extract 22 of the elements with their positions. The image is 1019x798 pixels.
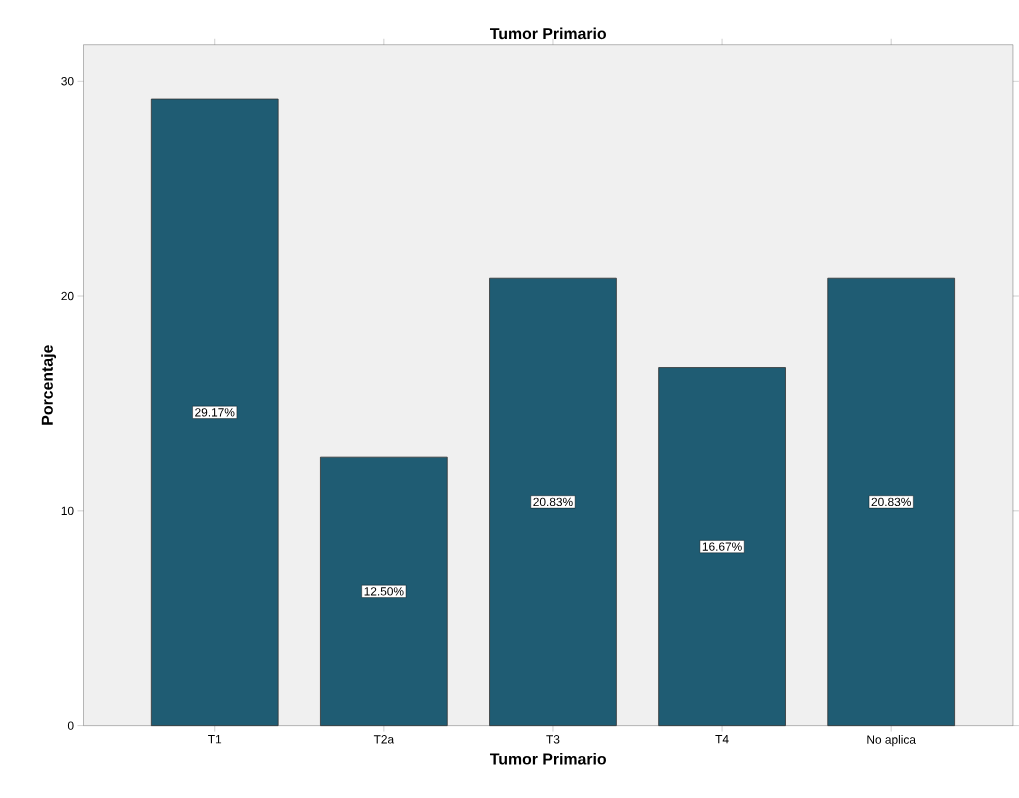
bar: [827, 277, 955, 726]
y-tick-label: 10: [61, 506, 74, 515]
y-tick-label: 30: [61, 76, 74, 86]
x-tick-label: T4: [715, 735, 729, 744]
x-axis-title: Tumor Primario: [489, 752, 606, 765]
x-tick-label: T1: [208, 735, 222, 744]
y-tick-label: 0: [67, 721, 74, 730]
x-tick-label: T2a: [373, 735, 395, 744]
x-tick-label: No aplica: [867, 735, 916, 747]
data-label: 16.67%: [702, 542, 742, 551]
data-label: 12.50%: [364, 587, 404, 596]
x-tick-label: T3: [546, 735, 560, 744]
bar: [150, 98, 279, 726]
bar: [489, 277, 617, 726]
data-label: 20.83%: [533, 497, 573, 507]
data-label: 20.83%: [871, 497, 911, 507]
bar: [320, 456, 448, 726]
bar: [658, 367, 786, 726]
y-tick-label: 20: [61, 291, 74, 301]
chart-title: Tumor Primario: [489, 27, 606, 40]
y-axis-title: Porcentaje: [41, 345, 57, 425]
data-label: 29.17%: [195, 408, 235, 417]
